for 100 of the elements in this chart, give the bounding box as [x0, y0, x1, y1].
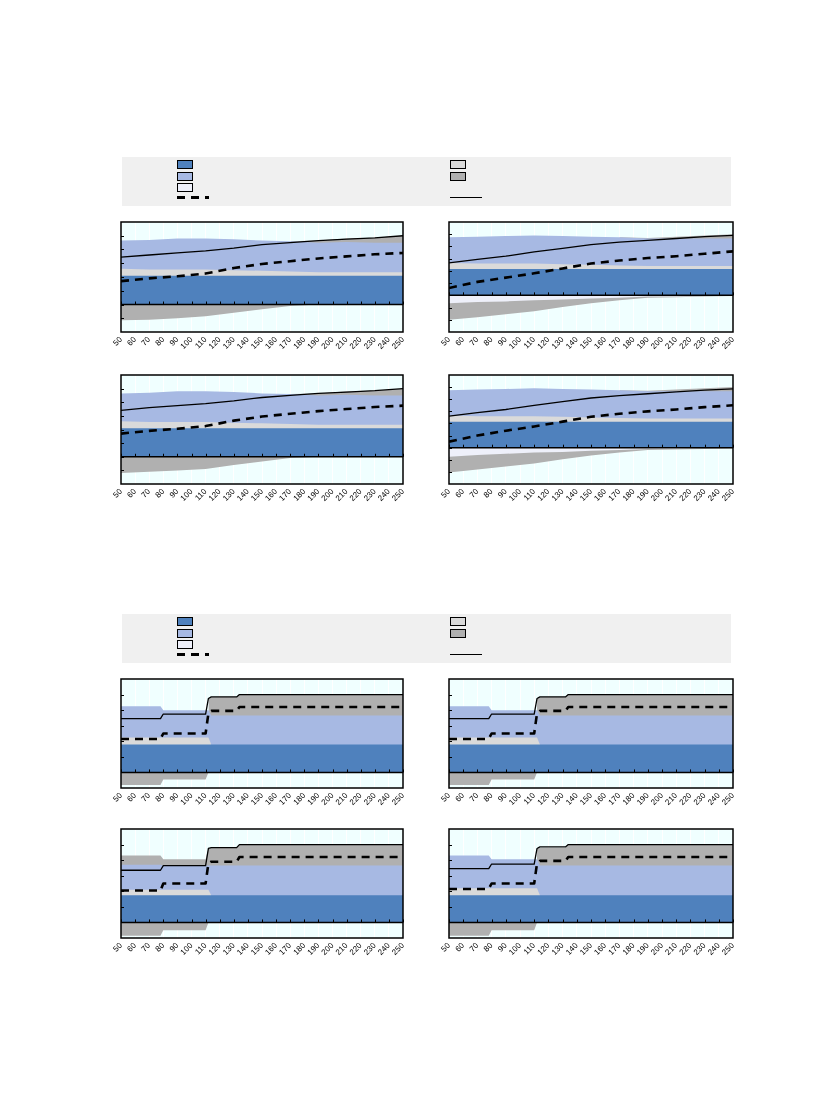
x-tick-label: 100: [507, 486, 524, 503]
x-tick-label: 160: [592, 790, 609, 807]
x-tick-label: 60: [125, 790, 139, 804]
x-tick-label: 110: [521, 486, 538, 503]
x-tick-label: 100: [178, 334, 195, 351]
x-tick-label: 200: [319, 334, 336, 351]
x-tick-label: 60: [125, 334, 139, 348]
x-tick-label: 110: [521, 334, 538, 351]
x-tick-label: 190: [305, 940, 322, 957]
x-tick-label: 80: [153, 790, 167, 804]
x-tick-label: 80: [153, 940, 167, 954]
x-tick-label: 100: [178, 486, 195, 503]
x-tick-label: 190: [305, 486, 322, 503]
x-tick-label: 170: [606, 334, 623, 351]
x-tick-label: 110: [521, 790, 538, 807]
x-tick-label: 140: [563, 790, 581, 807]
x-tick-label: 150: [249, 940, 266, 957]
x-tick-label: 60: [453, 486, 467, 500]
x-tick-label: 190: [634, 486, 652, 503]
x-tick-label: 250: [390, 790, 407, 807]
x-tick-label: 100: [178, 940, 195, 957]
x-tick-label: 90: [167, 940, 181, 954]
x-tick-label: 130: [549, 790, 566, 807]
x-tick-label: 250: [720, 486, 737, 503]
x-tick-label: 210: [333, 790, 350, 807]
x-tick-label: 130: [549, 486, 566, 503]
x-tick-label: 170: [277, 790, 294, 807]
x-tick-label: 250: [390, 940, 407, 957]
x-tick-label: 140: [563, 940, 581, 957]
x-tick-label: 250: [720, 334, 737, 351]
x-tick-label: 60: [453, 334, 467, 348]
x-tick-label: 170: [606, 940, 623, 957]
x-tick-label: 240: [376, 334, 393, 351]
x-tick-label: 110: [193, 940, 209, 957]
x-tick-label: 180: [620, 486, 637, 503]
x-tick-label: 50: [439, 334, 453, 348]
x-tick-label: 50: [439, 486, 453, 500]
x-tick-label: 240: [705, 486, 723, 503]
x-tick-label: 240: [705, 940, 723, 957]
x-tick-label: 70: [139, 486, 153, 500]
x-tick-label: 90: [496, 486, 510, 500]
x-tick-label: 180: [291, 486, 308, 503]
x-tick-label: 130: [549, 940, 566, 957]
x-tick-label: 80: [481, 486, 495, 500]
x-tick-label: 150: [578, 334, 595, 351]
x-tick-label: 60: [125, 940, 139, 954]
x-tick-label: 110: [193, 790, 209, 807]
x-tick-label: 220: [677, 790, 694, 807]
x-tick-label: 250: [390, 334, 407, 351]
x-tick-label: 90: [167, 486, 181, 500]
x-tick-label: 50: [111, 486, 125, 500]
x-tick-label: 160: [592, 940, 609, 957]
x-tick-label: 170: [606, 486, 623, 503]
x-tick-label: 80: [481, 790, 495, 804]
x-tick-label: 120: [535, 940, 552, 957]
x-tick-label: 210: [663, 790, 680, 807]
x-tick-label: 240: [705, 790, 723, 807]
x-tick-label: 90: [167, 790, 181, 804]
x-tick-label: 240: [705, 334, 723, 351]
x-tick-label: 80: [153, 486, 167, 500]
x-tick-label: 160: [263, 486, 280, 503]
x-tick-label: 200: [649, 790, 666, 807]
x-tick-label: 150: [578, 486, 595, 503]
x-tick-label: 50: [111, 334, 125, 348]
x-tick-label: 120: [535, 790, 552, 807]
x-tick-label: 250: [720, 940, 737, 957]
x-tick-label: 160: [263, 790, 280, 807]
x-tick-label: 70: [139, 790, 153, 804]
x-tick-label: 170: [277, 940, 294, 957]
x-tick-label: 90: [496, 334, 510, 348]
x-tick-label: 230: [691, 334, 708, 351]
x-tick-label: 130: [549, 334, 566, 351]
x-tick-label: 180: [291, 334, 308, 351]
x-tick-label: 180: [620, 790, 637, 807]
x-tick-label: 250: [390, 486, 407, 503]
x-tick-label: 50: [111, 790, 125, 804]
x-tick-label: 150: [578, 940, 595, 957]
x-tick-label: 200: [319, 790, 336, 807]
x-tick-label: 180: [291, 790, 308, 807]
x-tick-label: 120: [535, 486, 552, 503]
x-tick-label: 60: [453, 790, 467, 804]
x-tick-label: 160: [263, 334, 280, 351]
x-tick-label: 170: [277, 486, 294, 503]
x-tick-label: 140: [563, 486, 581, 503]
x-tick-label: 230: [691, 940, 708, 957]
x-tick-label: 150: [249, 334, 266, 351]
x-tick-label: 230: [691, 486, 708, 503]
x-tick-label: 80: [481, 334, 495, 348]
x-tick-label: 200: [649, 940, 666, 957]
x-tick-label: 210: [663, 334, 680, 351]
x-tick-label: 70: [467, 940, 481, 954]
x-tick-label: 150: [249, 486, 266, 503]
x-tick-label: 110: [193, 334, 209, 351]
x-tick-label: 200: [649, 334, 666, 351]
x-tick-label: 70: [467, 790, 481, 804]
x-tick-label: 150: [578, 790, 595, 807]
x-tick-label: 140: [235, 486, 252, 503]
x-tick-label: 90: [167, 334, 181, 348]
x-tick-label: 240: [376, 790, 393, 807]
x-tick-label: 90: [496, 790, 510, 804]
